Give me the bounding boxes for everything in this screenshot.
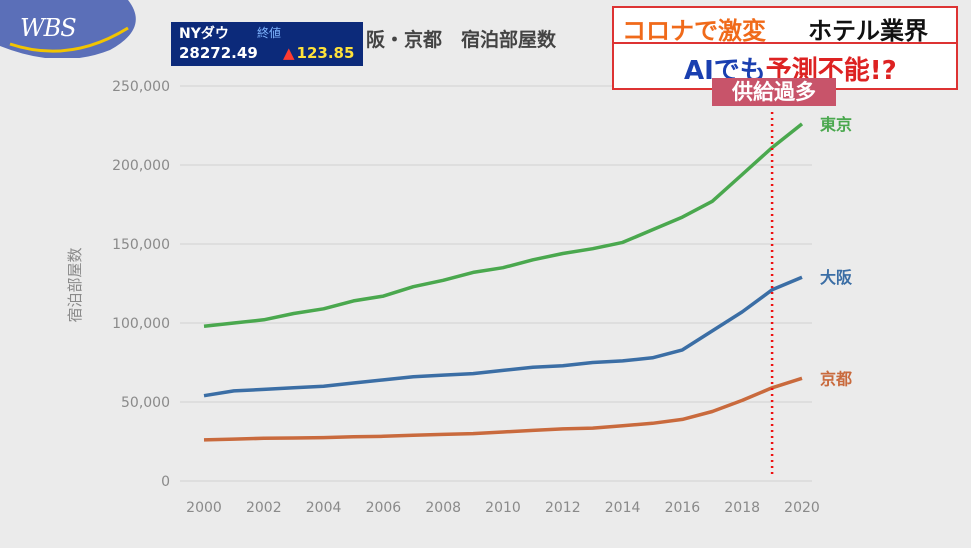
y-tick-label: 250,000 xyxy=(112,79,170,95)
y-tick-labels: 0 50,000 100,000 150,000 200,000 250,000 xyxy=(112,79,170,490)
series-lines xyxy=(203,122,804,442)
up-arrow-icon: ▲ xyxy=(283,44,295,62)
ticker-value: 28272.49 xyxy=(179,44,258,62)
supply-glut-badge: 供給過多 xyxy=(712,78,836,106)
x-tick-label: 2014 xyxy=(605,500,641,516)
y-axis-label: 宿泊部屋数 xyxy=(66,247,84,322)
ticker-label: NYダウ xyxy=(179,26,229,42)
series-line xyxy=(203,275,803,398)
y-tick-label: 200,000 xyxy=(112,158,170,174)
series-label: 東京 xyxy=(820,115,852,134)
gridlines xyxy=(180,85,812,482)
x-tick-label: 2020 xyxy=(784,500,820,516)
headline-top-highlight: コロナで激変 xyxy=(622,17,766,45)
x-tick-label: 2008 xyxy=(425,500,461,516)
series-line xyxy=(203,122,804,328)
ticker-change-value: 123.85 xyxy=(296,44,355,62)
chart-title: 阪・京都 宿泊部屋数 xyxy=(366,28,557,51)
wbs-logo: WBS xyxy=(0,0,140,58)
x-tick-label: 2000 xyxy=(186,500,222,516)
series-label: 京都 xyxy=(820,369,852,388)
y-tick-label: 150,000 xyxy=(112,237,170,253)
series-line xyxy=(203,376,803,442)
ticker-change: ▲ 123.85 xyxy=(283,44,354,62)
ticker-sub: 終値 xyxy=(257,26,282,40)
x-tick-labels: 2000 2002 2004 2006 2008 2010 2012 2014 2016 2018… xyxy=(186,500,820,516)
x-tick-label: 2010 xyxy=(485,500,521,516)
x-tick-label: 2004 xyxy=(306,500,342,516)
x-tick-label: 2012 xyxy=(545,500,581,516)
headline-top-text: ホテル業界 xyxy=(808,17,928,45)
y-tick-label: 50,000 xyxy=(121,395,170,411)
x-tick-label: 2002 xyxy=(246,500,282,516)
y-tick-label: 100,000 xyxy=(112,316,170,332)
y-tick-label: 0 xyxy=(161,474,170,490)
stock-ticker: NYダウ 終値 28272.49 ▲ 123.85 xyxy=(171,22,363,66)
x-tick-label: 2018 xyxy=(724,500,760,516)
x-tick-label: 2006 xyxy=(366,500,402,516)
series-label: 大阪 xyxy=(820,268,853,287)
headline-top: コロナで激変 ホテル業界 xyxy=(612,6,958,45)
wbs-logo-text: WBS xyxy=(20,14,77,42)
x-tick-label: 2016 xyxy=(665,500,701,516)
